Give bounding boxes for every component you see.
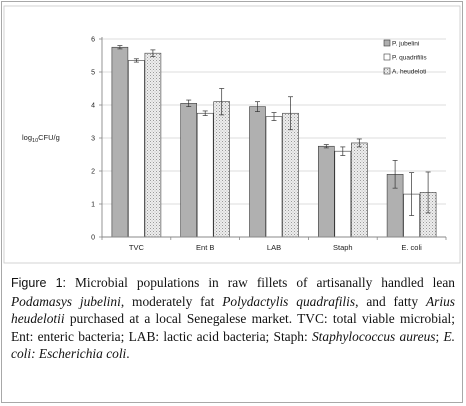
bar <box>265 116 283 238</box>
y-tick-label: 3 <box>91 136 95 143</box>
bar <box>350 142 368 238</box>
caption-text-4: purchased at a local Senegalese market. … <box>11 311 455 344</box>
caption-text-2: , moderately fat <box>120 293 223 309</box>
caption-label: Figure 1: <box>11 276 66 290</box>
caption-text-3: , and fatty <box>355 293 426 309</box>
bar <box>111 46 129 238</box>
bars <box>111 45 437 238</box>
bar <box>334 150 352 238</box>
caption-text-1: Microbial populations in raw fillets of … <box>66 275 455 290</box>
legend-label: P. jubelini <box>392 41 419 48</box>
bar <box>196 112 214 238</box>
caption-species-5: E. coli: Escherichia coli <box>11 328 455 362</box>
bar <box>180 103 197 238</box>
bar <box>128 60 145 238</box>
legend-swatch <box>383 67 391 75</box>
x-category-labels: TVC Ent B LAB Staph E. coli <box>129 243 422 252</box>
caption-text-6: . <box>126 346 130 362</box>
x-category-label: TVC <box>129 243 145 252</box>
bar-chart: 0 1 2 3 4 5 6 TVC Ent B LAB Staph E. coli log10CFU… <box>3 5 461 264</box>
bar <box>213 101 230 238</box>
y-tick-label: 5 <box>91 70 95 77</box>
x-category-label: Ent B <box>196 243 214 252</box>
caption-text-5: ; <box>435 328 444 344</box>
y-axis-label-sub: 10 <box>32 138 38 144</box>
y-axis-label-main: log <box>22 133 32 142</box>
bar <box>282 112 299 238</box>
caption-species-3: Arius heudelotii <box>11 293 456 327</box>
bar <box>317 145 335 238</box>
legend-swatch <box>383 39 391 47</box>
legend-label: A. heudeloti <box>392 69 426 76</box>
axes <box>101 37 447 240</box>
x-category-label: E. coli <box>401 243 422 252</box>
caption-species-4: Staphylococcus aureus <box>311 328 436 344</box>
legend: P. jubelini P. quadrifilis A. heudeloti <box>383 39 427 76</box>
x-category-label: LAB <box>267 243 281 252</box>
y-tick-label: 6 <box>91 37 95 44</box>
bar <box>249 106 266 238</box>
y-tick-label: 2 <box>91 169 95 176</box>
caption-species-2: Polydactylis quadrafilis <box>222 293 356 309</box>
figure-caption: Figure 1: Microbial populations in raw f… <box>11 274 455 363</box>
y-tick-label: 4 <box>91 103 95 110</box>
plot-area-outline <box>3 5 461 264</box>
y-tick-label: 1 <box>91 202 95 209</box>
x-category-label: Staph <box>333 243 353 252</box>
y-axis-label: log10CFU/g <box>22 133 60 144</box>
y-tick-label: 0 <box>91 235 95 242</box>
legend-swatch <box>383 53 391 61</box>
legend-label: P. quadrifilis <box>392 55 427 62</box>
caption-species-1: Podamasys jubelini <box>11 293 121 309</box>
bar <box>144 52 162 238</box>
y-tick-labels: 0 1 2 3 4 5 6 <box>91 37 95 242</box>
y-axis-label-unit: CFU/g <box>38 133 60 142</box>
